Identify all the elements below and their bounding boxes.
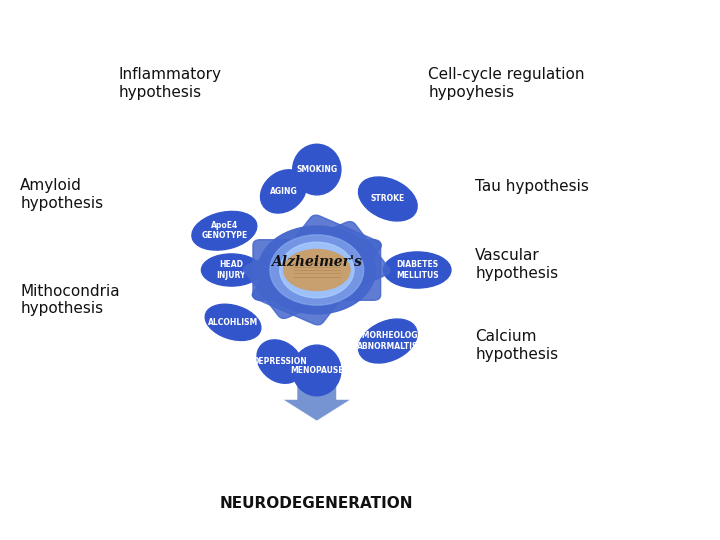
Text: Calcium
hypothesis: Calcium hypothesis — [475, 329, 558, 362]
FancyBboxPatch shape — [253, 240, 381, 300]
Ellipse shape — [359, 177, 417, 221]
Ellipse shape — [261, 170, 307, 213]
Text: Amyloid
hypothesis: Amyloid hypothesis — [20, 178, 103, 211]
Text: Alzheimer's: Alzheimer's — [271, 255, 362, 269]
Text: SMOKING: SMOKING — [296, 165, 338, 174]
Ellipse shape — [384, 252, 451, 288]
Text: STROKE: STROKE — [371, 194, 405, 204]
Ellipse shape — [284, 249, 350, 291]
Text: ALCOHLISM: ALCOHLISM — [208, 318, 258, 327]
Ellipse shape — [192, 211, 257, 250]
Text: DIABETES
MELLITUS: DIABETES MELLITUS — [396, 260, 438, 280]
Ellipse shape — [205, 304, 261, 340]
FancyBboxPatch shape — [243, 221, 390, 319]
Text: AGING: AGING — [269, 187, 297, 196]
Polygon shape — [283, 370, 351, 421]
Text: ApoE4
GENOTYPE: ApoE4 GENOTYPE — [201, 221, 248, 240]
Text: HEAD
INJURY: HEAD INJURY — [217, 260, 246, 280]
Text: MENOPAUSE: MENOPAUSE — [290, 366, 343, 375]
Text: Vascular
hypothesis: Vascular hypothesis — [475, 248, 558, 281]
Text: Mithocondria
hypothesis: Mithocondria hypothesis — [20, 284, 120, 316]
Text: Tau hypothesis: Tau hypothesis — [475, 179, 589, 194]
Ellipse shape — [257, 340, 302, 383]
Ellipse shape — [202, 254, 261, 286]
Ellipse shape — [270, 235, 364, 305]
Text: Cell-cycle regulation
hypoyhesis: Cell-cycle regulation hypoyhesis — [428, 68, 585, 100]
Text: Inflammatory
hypothesis: Inflammatory hypothesis — [119, 68, 222, 100]
Ellipse shape — [258, 226, 375, 314]
Text: NEURODEGENERATION: NEURODEGENERATION — [220, 496, 413, 511]
Text: DEPRESSION: DEPRESSION — [253, 357, 307, 366]
Ellipse shape — [279, 242, 354, 298]
Ellipse shape — [293, 345, 341, 396]
Ellipse shape — [293, 144, 341, 195]
Text: HEMORHEOLOGIC
ABNORMALTIS: HEMORHEOLOGIC ABNORMALTIS — [350, 332, 426, 350]
FancyBboxPatch shape — [252, 215, 382, 325]
Ellipse shape — [359, 319, 417, 363]
